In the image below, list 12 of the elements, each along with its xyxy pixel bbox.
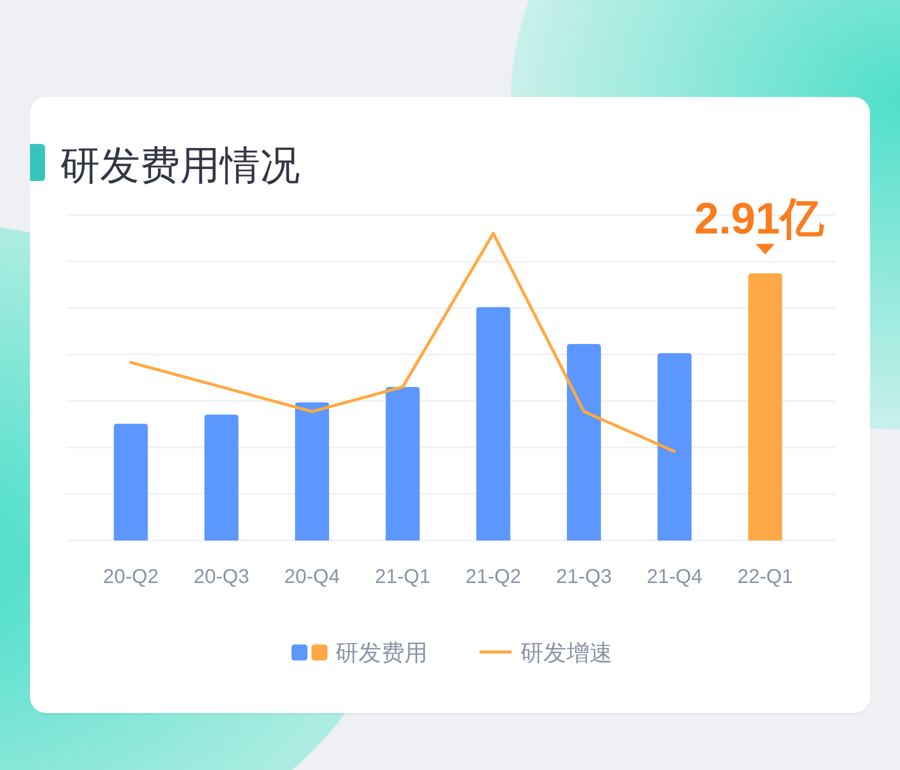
legend-label: 研发费用 <box>336 640 428 666</box>
chart-title: 研发费用情况 <box>60 143 300 189</box>
x-tick-label: 21-Q3 <box>556 566 612 588</box>
annotation: 2.91亿 <box>694 194 826 244</box>
x-tick-label: 20-Q2 <box>103 566 159 588</box>
x-tick-label: 21-Q2 <box>466 566 522 588</box>
legend-label: 研发增速 <box>520 640 612 666</box>
x-tick-label: 21-Q1 <box>374 566 430 588</box>
x-tick-label: 21-Q4 <box>646 566 702 588</box>
x-tick-label: 22-Q1 <box>737 566 793 588</box>
x-tick-label: 20-Q4 <box>284 566 340 588</box>
x-tick-label: 20-Q3 <box>194 566 250 588</box>
